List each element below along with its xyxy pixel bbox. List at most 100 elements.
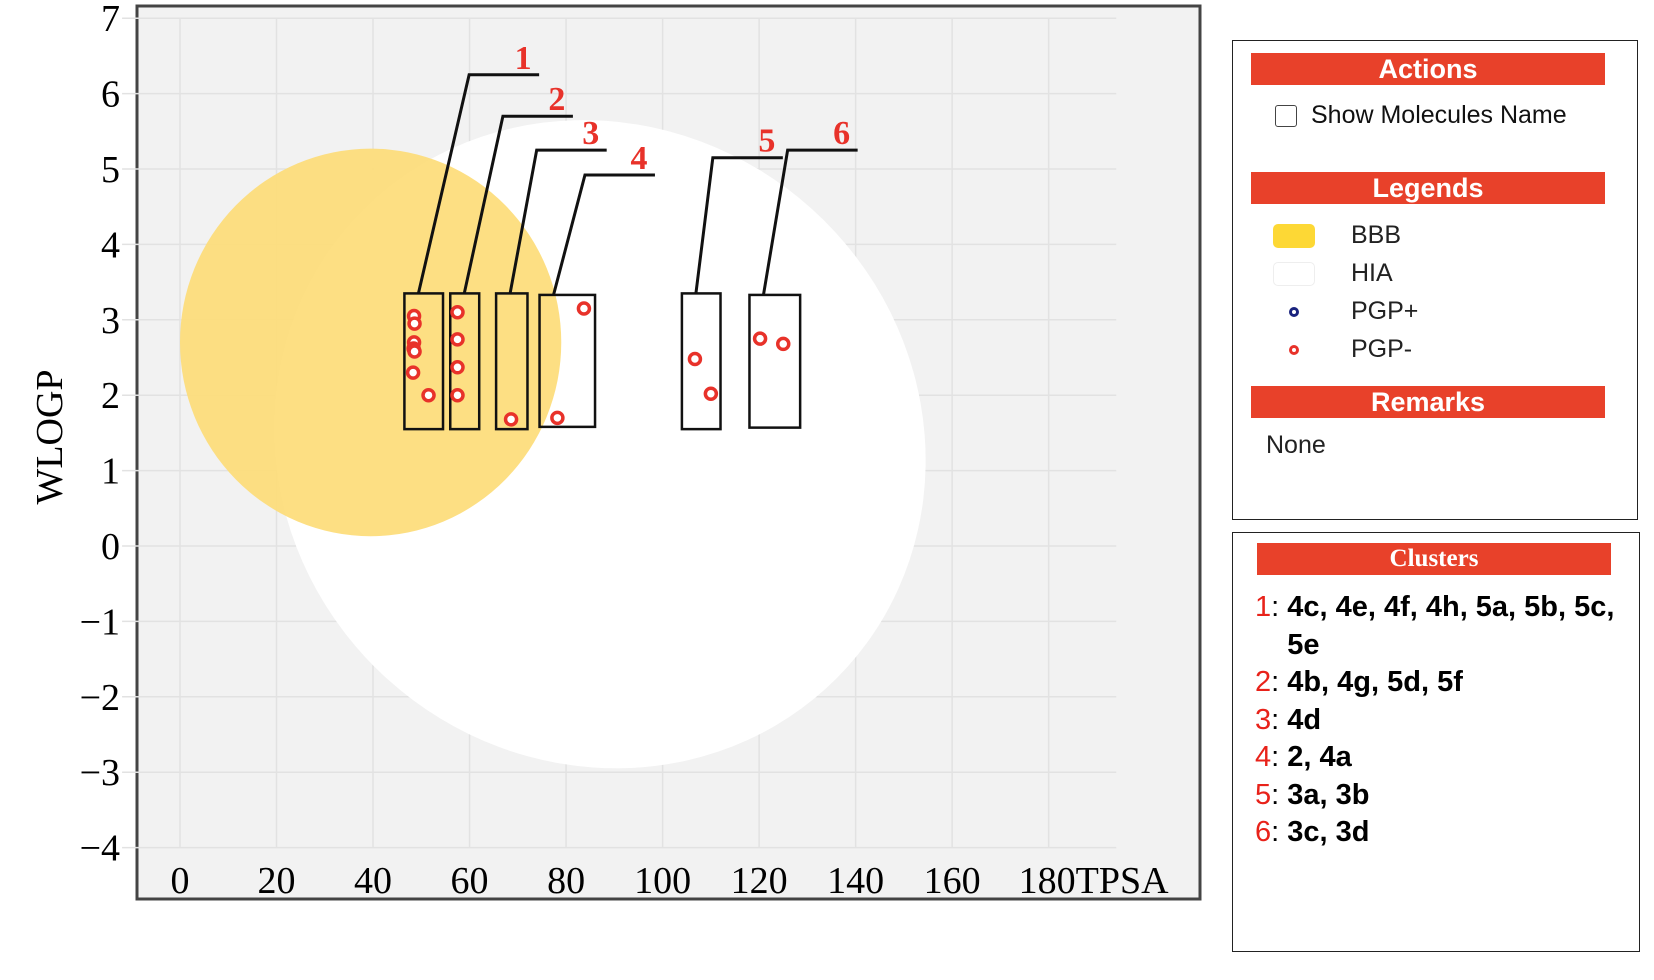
cluster-row-2: 2: 4b, 4g, 5d, 5f [1255, 664, 1627, 702]
cluster-id: 6 [1255, 816, 1272, 848]
regions [180, 120, 926, 769]
hia-swatch [1273, 261, 1315, 286]
legend-item-hia: HIA [1273, 259, 1393, 288]
legend-label: HIA [1351, 259, 1393, 287]
cluster-box-1 [403, 292, 445, 431]
data-point-pgp-minus [776, 336, 791, 352]
cluster-row-4: 4: 2, 4a [1255, 739, 1627, 777]
cluster-id: 5 [1255, 778, 1272, 811]
data-point-pgp-minus [407, 316, 422, 331]
region-bbb [180, 148, 562, 537]
show-molecules-name-checkbox[interactable] [1275, 104, 1297, 127]
cluster-members: 3c, 3d [1287, 816, 1370, 848]
data-point-pgp-minus [450, 305, 465, 320]
y-tick-label: 6 [101, 74, 120, 116]
remarks-header: Remarks [1251, 386, 1605, 418]
data-point-pgp-minus [503, 412, 519, 427]
cluster-id: 2 [1255, 666, 1272, 698]
legend-label: BBB [1351, 221, 1402, 249]
cluster-members: 3a, 3b [1287, 778, 1370, 811]
bbb-swatch [1273, 223, 1315, 248]
y-tick-label: 2 [101, 375, 120, 417]
data-point-pgp-minus [550, 410, 565, 426]
cluster-box-6 [748, 293, 802, 429]
cluster-row-5: 5: 3a, 3b [1255, 777, 1627, 815]
cluster-leader-6 [761, 148, 858, 296]
tick-labels: 0 20 40 60 80 100 120 140 160 180TPSA76543210−1−2… [80, 0, 1170, 902]
data-point-pgp-minus [576, 301, 592, 316]
cluster-number-6: 6 [833, 115, 850, 152]
x-tick-label: 180TPSA [1019, 860, 1169, 902]
x-tick-label: 40 [354, 860, 392, 902]
y-tick-label: 4 [101, 224, 120, 266]
cluster-members: 4c, 4e, 4f, 4h, 5a, 5b, 5c, 5e [1287, 591, 1615, 661]
cluster-number-5: 5 [758, 123, 775, 160]
data-point-pgp-minus [687, 351, 703, 367]
y-tick-label: 5 [101, 149, 120, 191]
x-tick-label: 140 [827, 860, 884, 902]
clusters-panel: Clusters 1: 4c, 4e, 4f, 4h, 5a, 5b, 5c, … [1232, 532, 1640, 952]
y-tick-label: −3 [80, 752, 120, 794]
y-tick-label: −1 [80, 601, 120, 643]
remarks-text: None [1266, 431, 1326, 459]
cluster-row-3: 3: 4d [1255, 702, 1627, 740]
cluster-box-3 [494, 292, 529, 431]
show-molecules-name-toggle[interactable]: Show Molecules Name [1275, 101, 1567, 130]
x-tick-label: 160 [924, 860, 981, 902]
y-tick-label: 3 [101, 300, 120, 342]
data-point-pgp-minus [703, 386, 719, 401]
data-point-pgp-minus [405, 365, 421, 380]
cluster-list: 1: 4c, 4e, 4f, 4h, 5a, 5b, 5c, 5e 2: 4b,… [1255, 589, 1627, 852]
x-tick-label: 120 [731, 860, 788, 902]
data-point-pgp-minus [421, 387, 436, 403]
cluster-box-5 [680, 292, 722, 431]
pgp-plus-dot-icon [1289, 306, 1299, 317]
cluster-number-1: 1 [515, 40, 532, 77]
x-tick-label: 100 [634, 860, 691, 902]
data-point-pgp-minus [450, 360, 465, 375]
cluster-leader-2 [462, 114, 573, 294]
pgp-minus-dot-icon [1289, 344, 1299, 355]
cluster-id: 1 [1255, 591, 1272, 623]
cluster-number-3: 3 [582, 115, 599, 152]
cluster-row-6: 6: 3c, 3d [1255, 814, 1627, 852]
legend-label: PGP+ [1351, 297, 1419, 325]
data-point-pgp-minus [450, 387, 465, 403]
x-tick-label: 20 [258, 860, 296, 902]
actions-header: Actions [1251, 53, 1605, 85]
legend-label: PGP- [1351, 335, 1413, 363]
cluster-box-4 [538, 293, 597, 429]
legends-header: Legends [1251, 172, 1605, 204]
cluster-id: 4 [1255, 741, 1272, 773]
data-point-pgp-minus [407, 344, 422, 359]
clusters-header: Clusters [1257, 543, 1611, 575]
cluster-id: 3 [1255, 703, 1272, 736]
show-molecules-name-label: Show Molecules Name [1311, 101, 1567, 129]
x-tick-label: 80 [547, 860, 585, 902]
data-points [405, 301, 791, 427]
y-axis-title: WLOGP [29, 369, 71, 504]
legend-item-bbb: BBB [1273, 221, 1401, 250]
data-point-pgp-minus [752, 331, 768, 346]
legend-item-pgp-plus: PGP+ [1273, 297, 1418, 326]
cluster-members: 2, 4a [1287, 741, 1352, 773]
y-tick-label: 0 [101, 526, 120, 568]
cluster-number-2: 2 [548, 81, 565, 118]
cluster-leader-5 [694, 156, 783, 294]
legend-item-pgp-minus: PGP- [1273, 335, 1412, 364]
y-tick-label: 7 [101, 0, 120, 40]
cluster-number-4: 4 [630, 140, 647, 177]
cluster-leader-3 [508, 148, 607, 294]
cluster-members: 4b, 4g, 5d, 5f [1287, 666, 1463, 698]
data-point-pgp-minus [450, 332, 465, 347]
y-tick-label: −2 [80, 677, 120, 719]
x-tick-label: 0 [171, 860, 190, 902]
cluster-leader-1 [416, 73, 540, 294]
cluster-row-1: 1: 4c, 4e, 4f, 4h, 5a, 5b, 5c, 5e [1255, 589, 1627, 664]
actions-legends-panel: Actions Show Molecules Name Legends BBB … [1232, 40, 1638, 520]
cluster-leader-4 [552, 173, 655, 296]
cluster-members: 4d [1287, 703, 1322, 736]
